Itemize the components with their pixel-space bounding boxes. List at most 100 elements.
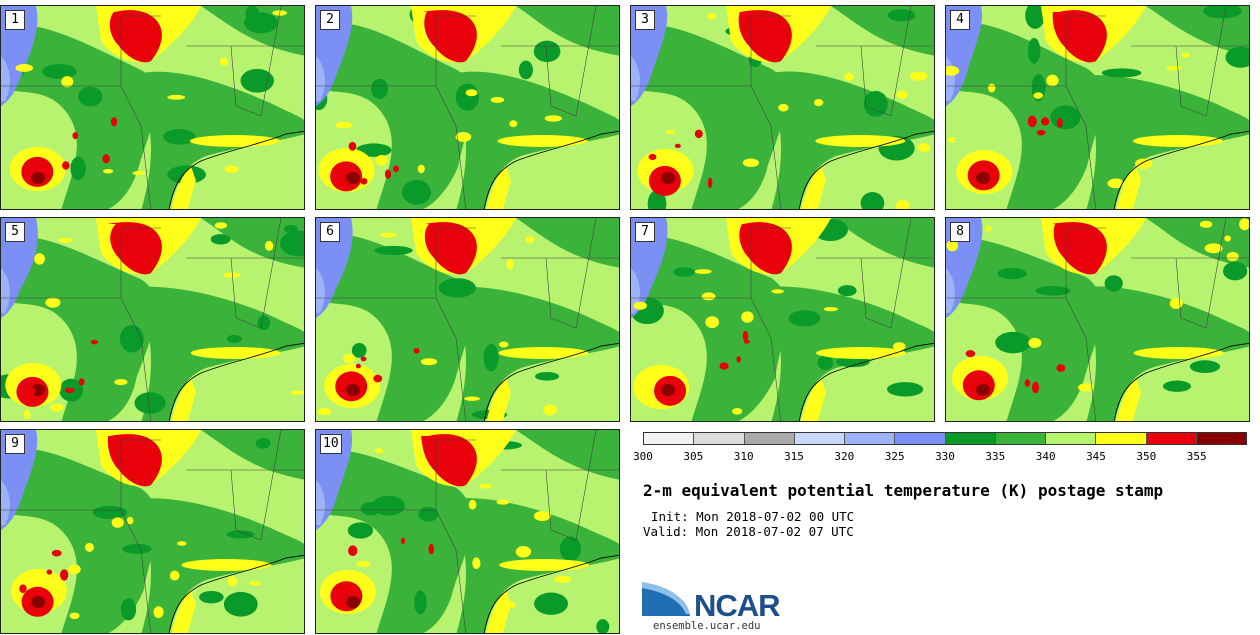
panel-9[interactable]: 9 [0, 429, 305, 634]
warm-spot [479, 483, 492, 489]
field-patch [1101, 68, 1142, 78]
logo-text: NCAR [694, 588, 780, 623]
warm-spot [1135, 158, 1153, 169]
warm-spot [417, 164, 425, 174]
high-terrain [1, 56, 10, 101]
high-terrain [631, 56, 640, 101]
warm-spot [732, 407, 743, 415]
moist-band [516, 430, 619, 480]
hot-spot [360, 178, 368, 185]
high-terrain [631, 218, 668, 318]
warm-spot [701, 292, 716, 301]
field-patch [374, 245, 413, 256]
hot-spot [742, 330, 749, 342]
colorbar-tick-label: 340 [1035, 450, 1056, 463]
high-terrain [946, 268, 955, 313]
panel-number: 2 [320, 10, 340, 30]
moist-band [516, 218, 619, 268]
hot-region [109, 10, 162, 63]
high-terrain [1, 6, 38, 106]
warm-spot [1028, 337, 1042, 348]
high-terrain [1, 218, 38, 318]
colorbar-tick-label: 320 [834, 450, 855, 463]
panel-6[interactable]: 6 [315, 217, 620, 422]
panel-number: 5 [5, 222, 25, 242]
warm-spot [455, 131, 472, 142]
hot-spot [1036, 129, 1046, 136]
panel-number: 10 [320, 434, 342, 454]
field-patch [1189, 360, 1221, 373]
warm-spot [778, 103, 789, 112]
coastal-warm [816, 347, 907, 359]
warm-spot [153, 606, 164, 619]
field-patch [438, 278, 476, 298]
gulf-water [1116, 134, 1249, 209]
colorbar-tick-label: 300 [633, 450, 653, 463]
field-patch [257, 315, 271, 331]
panel-3[interactable]: 3 [630, 5, 935, 210]
field-patch [835, 356, 870, 368]
panel-7[interactable]: 7 [630, 217, 935, 422]
coastline [1113, 342, 1249, 421]
warm-region [486, 378, 511, 421]
high-terrain [1, 480, 10, 525]
map [631, 6, 934, 209]
field-patch [284, 224, 298, 234]
hot-spot [27, 386, 36, 395]
warm-spot [219, 57, 229, 66]
warm-spot [823, 307, 838, 312]
gulf-water [171, 134, 304, 209]
moist-band [201, 430, 304, 480]
panel-5[interactable]: 5 [0, 217, 305, 422]
panel-8[interactable]: 8 [945, 217, 1250, 422]
warm-spot [497, 600, 516, 609]
logo-swoosh-light [642, 582, 690, 614]
panel-1[interactable]: 1 [0, 5, 305, 210]
warm-spot [895, 199, 910, 209]
warm-spot [1226, 251, 1239, 262]
warm-region [1116, 378, 1141, 421]
hot-spot [60, 569, 69, 581]
warm-spot [380, 232, 397, 238]
field-patch [1035, 285, 1071, 296]
warm-spot [1033, 92, 1044, 99]
map [316, 430, 619, 633]
panel-4[interactable]: 4 [945, 5, 1250, 210]
warm-spot [1169, 298, 1183, 309]
field-patch [122, 543, 152, 554]
logo-url[interactable]: ensemble.ucar.edu [653, 620, 761, 632]
ncar-logo[interactable]: NCAR [642, 578, 802, 624]
field-patch [788, 310, 821, 327]
map [1, 218, 304, 421]
field-patch [534, 592, 568, 615]
hot-spot [110, 117, 118, 127]
panel-number: 3 [635, 10, 655, 30]
panel-2[interactable]: 2 [315, 5, 620, 210]
warm-region [486, 166, 511, 209]
warm-spot [214, 222, 228, 229]
high-terrain [316, 268, 325, 313]
coastline [798, 342, 934, 421]
warm-region [801, 166, 826, 209]
warm-spot [633, 301, 647, 310]
hot-spot [64, 387, 75, 393]
gulf-water [171, 346, 304, 421]
hot-spot [694, 129, 703, 139]
field-patch [370, 78, 389, 99]
moist-band [316, 22, 472, 209]
hot-spot [102, 154, 110, 164]
warm-spot [988, 83, 996, 93]
hot-spot [707, 177, 713, 189]
hot-spot [674, 143, 681, 148]
hottest-core [31, 596, 45, 608]
warm-spot [490, 96, 505, 103]
map [316, 6, 619, 209]
panel-10[interactable]: 10 [315, 429, 620, 634]
warm-spot [1181, 52, 1190, 58]
coastal-warm [190, 347, 281, 359]
hot-spot [360, 356, 367, 362]
high-terrain [1, 430, 38, 530]
hot-spot [384, 169, 392, 179]
warm-spot [706, 13, 717, 20]
hottest-core [346, 596, 360, 608]
